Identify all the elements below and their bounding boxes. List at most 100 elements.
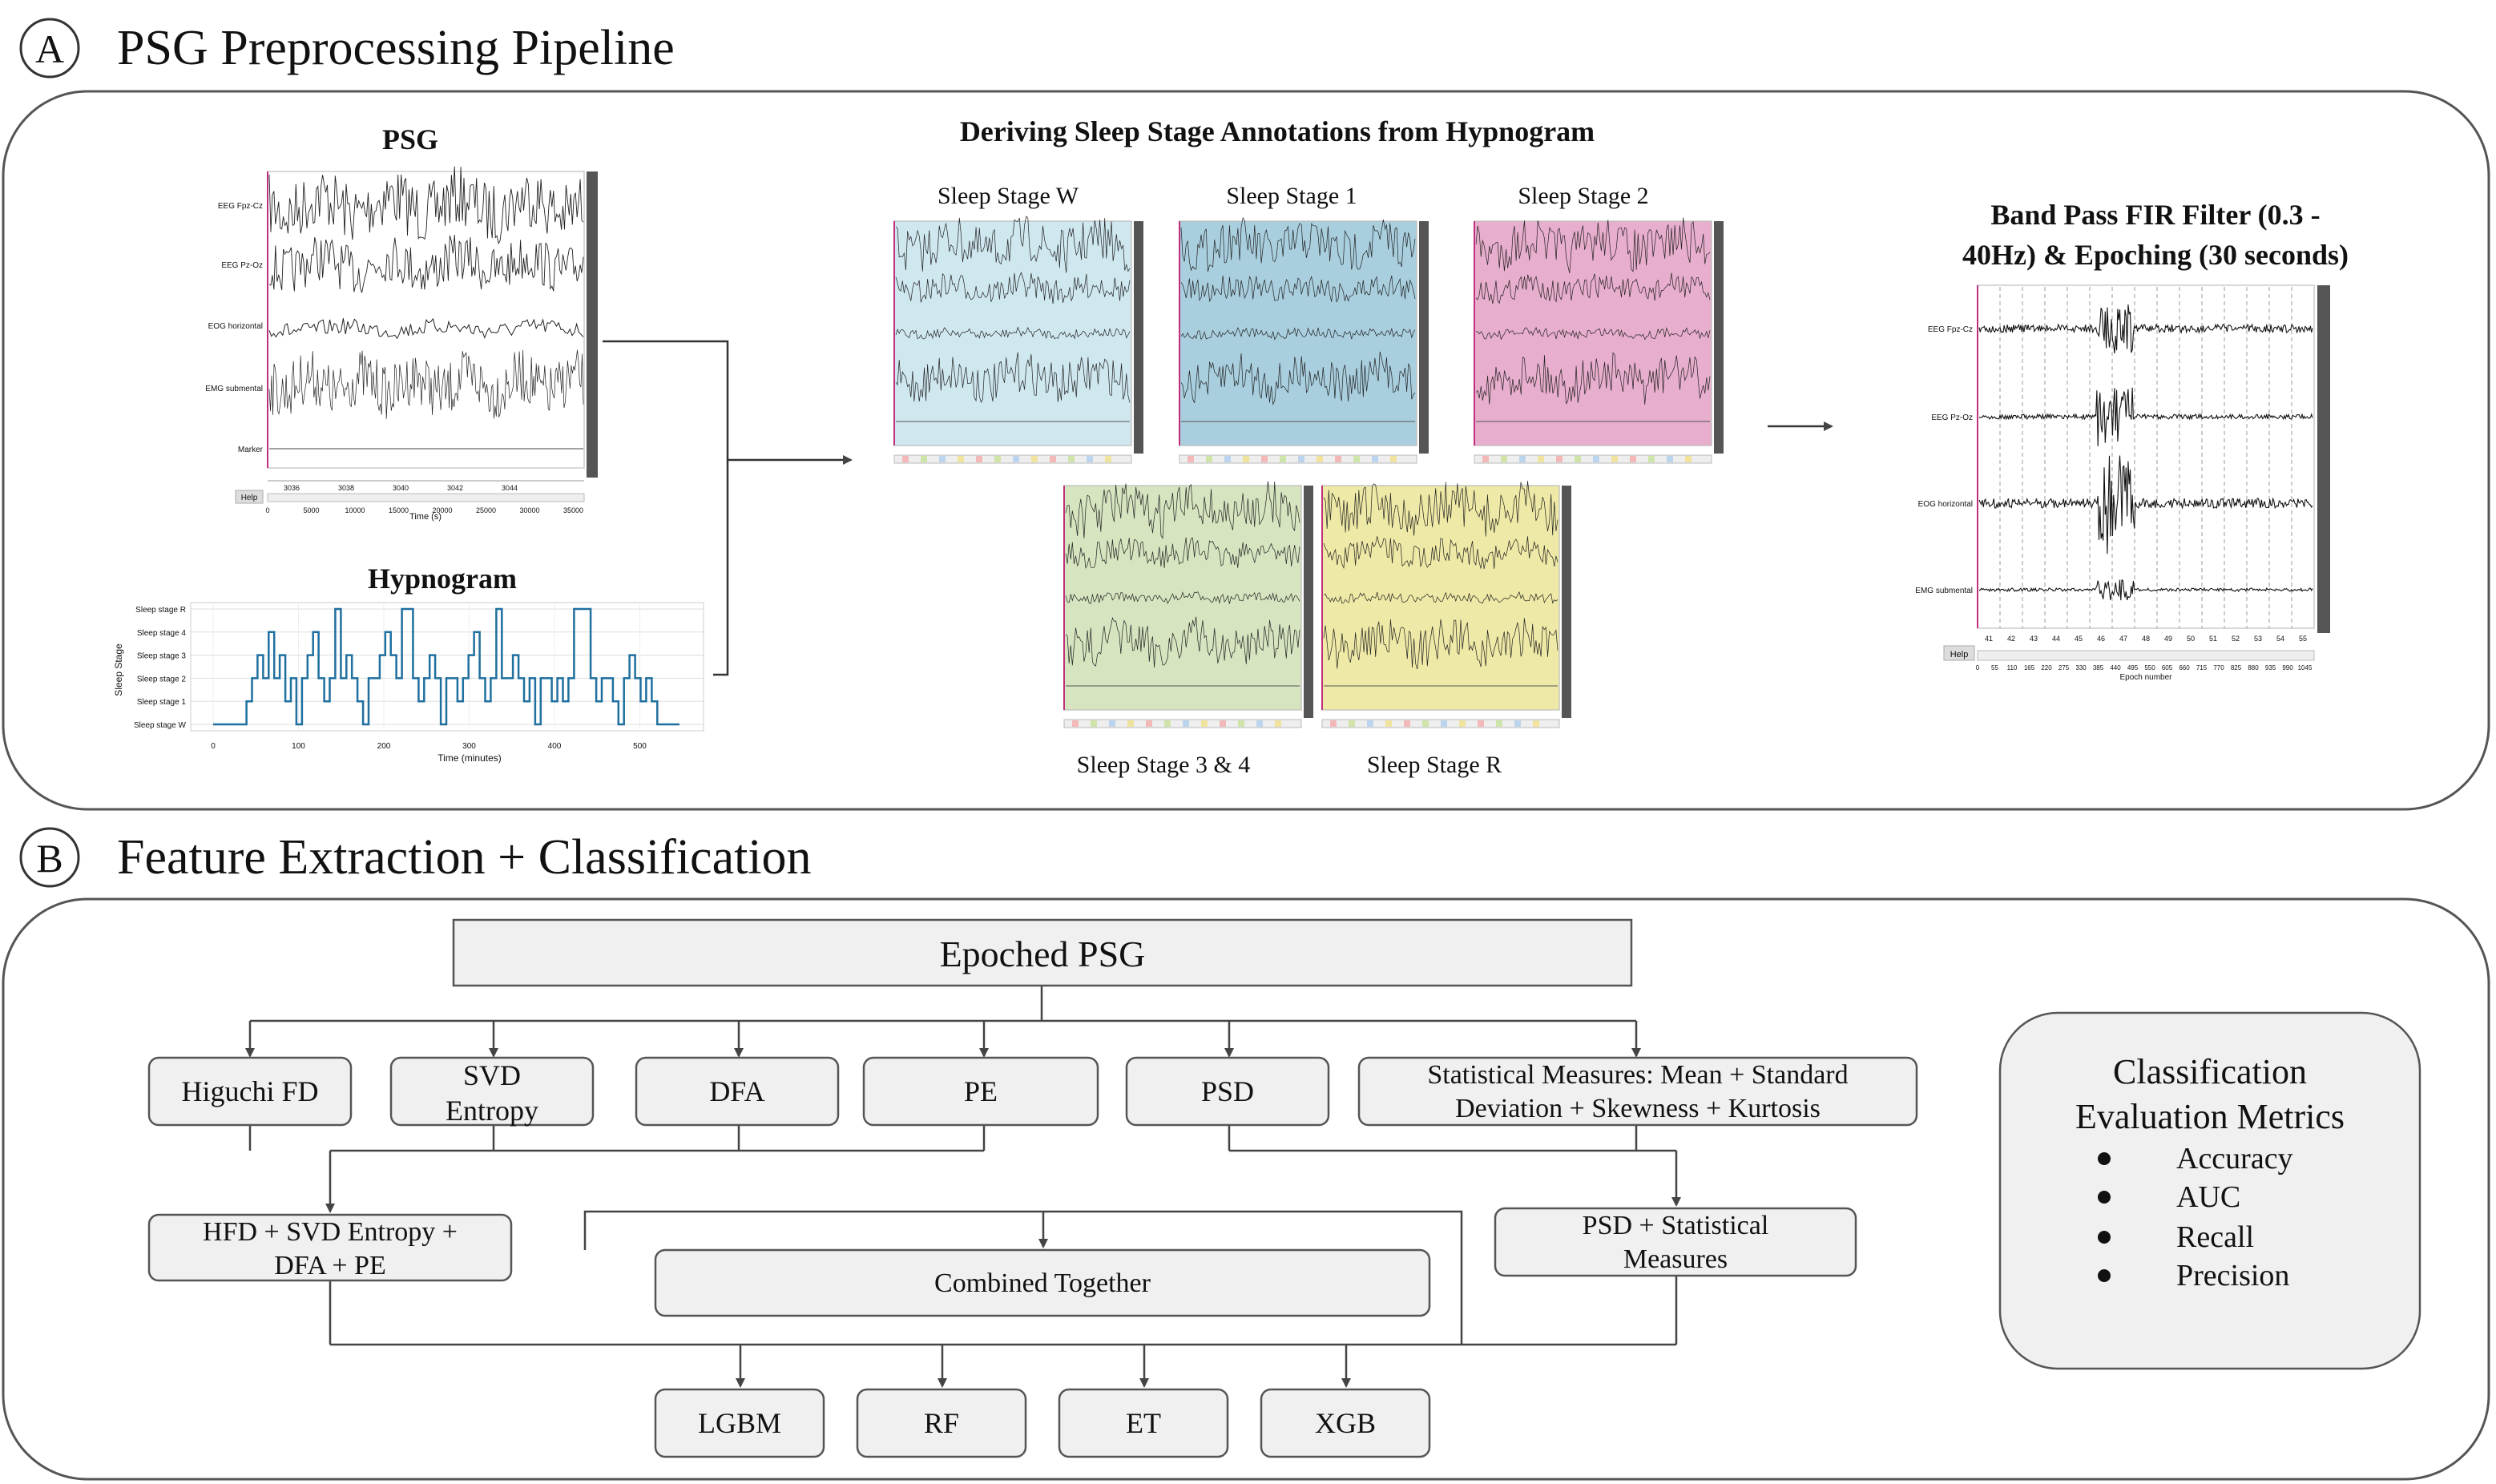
filter-overview-tick: 495: [2127, 664, 2139, 671]
filter-epoch-tick: 55: [2299, 635, 2307, 643]
filter-overview-tick: 0: [1976, 664, 1980, 671]
filter-title-line1: Band Pass FIR Filter (0.3 -: [1990, 199, 2320, 231]
metrics-title-line2: Evaluation Metrics: [2075, 1097, 2345, 1136]
filter-plot-area: [1977, 284, 2315, 629]
filter-overview-tick: 825: [2231, 664, 2242, 671]
node-psd-stat-group: PSD + Statistical Measures: [1494, 1207, 1857, 1277]
filter-title-line2: 40Hz) & Epoching (30 seconds): [1962, 239, 2349, 271]
node-svd-entropy-label-2: Entropy: [446, 1095, 538, 1127]
psg-overview-tick: 30000: [519, 506, 539, 514]
filter-overview-bar: [1977, 650, 2315, 661]
signal-trace: [1323, 481, 1558, 537]
metric-item-label: Recall: [2176, 1220, 2254, 1254]
node-epoched-psg-label: Epoched PSG: [940, 934, 1146, 974]
annotation-title: Deriving Sleep Stage Annotations from Hy…: [960, 115, 1595, 147]
signal-trace: [1323, 591, 1558, 604]
node-statistical-measures: Statistical Measures: Mean + Standard De…: [1357, 1056, 1918, 1127]
filter-epoch-tick: 51: [2209, 635, 2217, 643]
panel-a-title: PSG Preprocessing Pipeline: [117, 21, 675, 75]
signal-trace: [1323, 618, 1558, 670]
metric-item: Precision: [2098, 1259, 2289, 1292]
filter-viewer: Band Pass FIR Filter (0.3 - 40Hz) & Epoc…: [1915, 199, 2349, 682]
psg-help-label: Help: [241, 494, 258, 502]
signal-trace: [1978, 304, 2313, 354]
filter-overview-tick: 880: [2248, 664, 2259, 671]
panel-a-frame: [2, 90, 2490, 811]
signal-trace: [1180, 327, 1416, 341]
psg-x-tick: 3036: [284, 484, 300, 492]
filter-overview-tick: 440: [2110, 664, 2121, 671]
signal-trace: [1475, 326, 1711, 341]
psg-overview-bar: [267, 493, 585, 502]
node-pe-label: PE: [964, 1075, 998, 1107]
node-model-lgbm: LGBM: [654, 1388, 825, 1458]
signal-trace: [1180, 216, 1416, 272]
filter-channel-label: EEG Fpz-Cz: [1928, 325, 1973, 334]
filter-overview-tick: 275: [2058, 664, 2070, 671]
node-pe: PE: [862, 1056, 1099, 1127]
signal-trace: [895, 271, 1131, 304]
filter-channel-label: EOG horizontal: [1918, 500, 1973, 509]
filter-overview-tick: 330: [2075, 664, 2087, 671]
filter-overview-tick: 935: [2265, 664, 2276, 671]
hypnogram-stage-label: Sleep stage 1: [137, 698, 187, 707]
filter-epoch-tick: 44: [2052, 635, 2060, 643]
hypnogram-stage-label: Sleep stage W: [134, 721, 187, 730]
hypnogram-stage-label: Sleep stage 2: [137, 675, 187, 684]
filter-epoch-tick: 50: [2187, 635, 2195, 643]
node-svd-entropy: SVD Entropy: [389, 1056, 595, 1127]
metric-item: Accuracy: [2098, 1142, 2293, 1176]
psg-x-tick: 3040: [393, 484, 409, 492]
signal-trace: [1180, 275, 1416, 303]
filter-overview-tick: 220: [2041, 664, 2052, 671]
psg-help-button[interactable]: [235, 490, 264, 504]
hypnogram-stage-label: Sleep stage R: [135, 606, 186, 615]
psg-plot-area: [267, 171, 585, 469]
node-psd-label: PSD: [1201, 1075, 1254, 1107]
node-hfd-group: HFD + SVD Entropy + DFA + PE: [147, 1213, 513, 1282]
node-model-et-label: ET: [1126, 1407, 1161, 1439]
psg-overview-tick: 25000: [476, 506, 496, 514]
node-svd-entropy-label-1: SVD: [463, 1059, 521, 1091]
hypnogram-stage-label: Sleep stage 3: [137, 652, 187, 661]
panel-a-letter: A: [35, 26, 64, 71]
hypnogram-x-tick: 0: [211, 742, 216, 751]
signal-trace: [1978, 387, 2313, 446]
stage-panel-label: Sleep Stage 3 & 4: [1077, 752, 1251, 778]
node-psd: PSD: [1125, 1056, 1330, 1127]
panel-b-letter-circle: [19, 827, 80, 888]
stage-panel-label: Sleep Stage 1: [1226, 183, 1357, 209]
filter-epoch-tick: 53: [2254, 635, 2262, 643]
node-epoched-psg: Epoched PSG: [452, 918, 1633, 987]
psg-overview-tick: 0: [265, 506, 269, 514]
node-statistical-measures-label-1: Statistical Measures: Mean + Standard: [1427, 1060, 1848, 1090]
node-model-xgb: XGB: [1260, 1388, 1431, 1458]
psg-channel-label: EOG horizontal: [208, 322, 263, 331]
hypnogram-x-tick: 500: [633, 742, 647, 751]
panel-b: B Feature Extraction + Classification: [2, 827, 2490, 1481]
panel-a: A PSG Preprocessing Pipeline: [2, 18, 2490, 811]
metrics-box: Classification Evaluation Metrics Accura…: [1998, 1011, 2421, 1370]
filter-help-button[interactable]: [1943, 645, 1975, 661]
signal-trace: [1475, 217, 1711, 274]
stage-panel: Sleep Stage R: [1321, 481, 1571, 778]
node-hfd-group-label-1: HFD + SVD Entropy +: [203, 1217, 458, 1247]
hypnogram-ylabel: Sleep Stage: [113, 643, 124, 696]
filter-epoch-tick: 49: [2164, 635, 2172, 643]
signal-trace: [1065, 537, 1300, 569]
filter-epoch-tick: 43: [2030, 635, 2038, 643]
hypnogram-title: Hypnogram: [368, 563, 517, 595]
panel-b-title: Feature Extraction + Classification: [117, 830, 812, 885]
psg-x-tick: 3038: [338, 484, 354, 492]
node-psd-stat-group-label-2: Measures: [1623, 1244, 1728, 1274]
filter-epoch-tick: 54: [2276, 635, 2284, 643]
node-model-xgb-label: XGB: [1315, 1407, 1376, 1439]
stage-panel-label: Sleep Stage 2: [1518, 183, 1648, 209]
psg-overview-tick: 5000: [303, 506, 319, 514]
filter-overview-tick: 715: [2196, 664, 2208, 671]
filter-overview-tick: 770: [2213, 664, 2224, 671]
filter-overview-tick: 660: [2179, 664, 2190, 671]
psg-x-tick: 3044: [502, 484, 518, 492]
psg-channel-label: EEG Pz-Oz: [221, 261, 263, 270]
node-model-et: ET: [1058, 1388, 1229, 1458]
